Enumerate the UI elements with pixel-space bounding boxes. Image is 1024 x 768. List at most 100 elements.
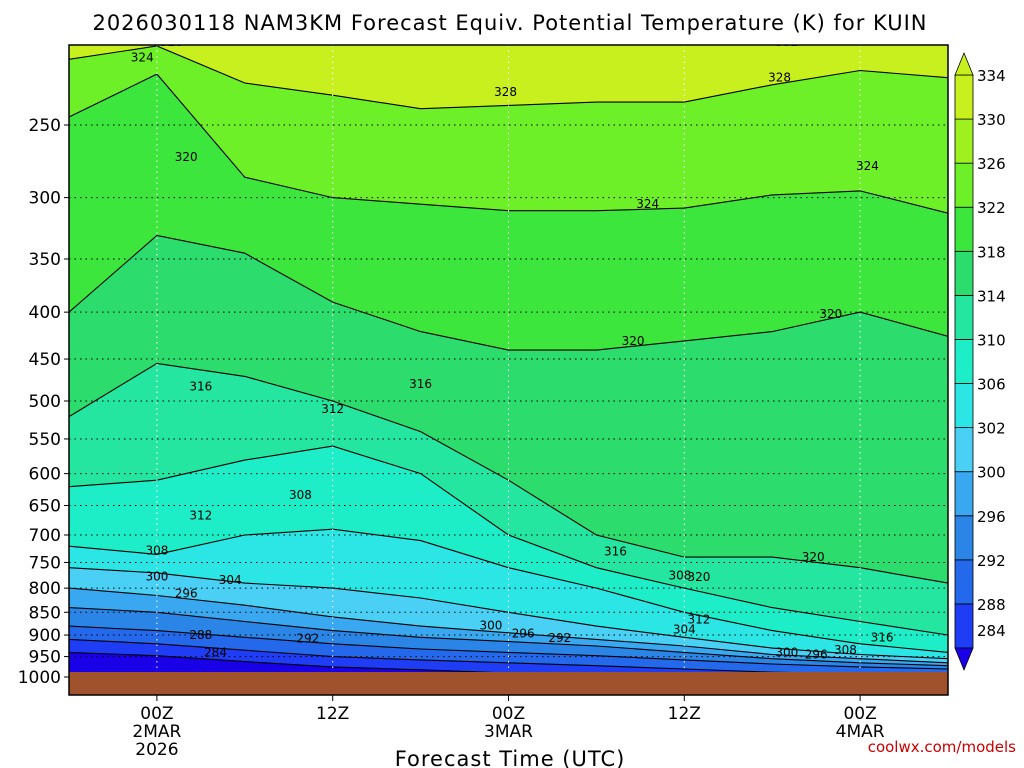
colorbar-label: 284	[977, 622, 1006, 640]
y-tick-label: 800	[29, 579, 61, 599]
colorbar-box	[954, 383, 974, 429]
colorbar-box	[954, 427, 974, 473]
contour-label: 312	[687, 612, 710, 626]
y-tick-label: 600	[29, 465, 61, 485]
x-tick-date: 3MAR	[484, 722, 533, 742]
contour-label: 332	[775, 35, 798, 49]
contour-label: 324	[856, 159, 879, 173]
y-tick-label: 550	[29, 430, 61, 450]
y-tick-label: 250	[29, 116, 61, 136]
y-tick-label: 700	[29, 526, 61, 546]
contour-label: 304	[673, 622, 696, 636]
colorbar-box	[954, 118, 974, 164]
y-tick-label: 650	[29, 496, 61, 516]
contour-label: 288	[189, 628, 212, 642]
contour-label: 296	[175, 587, 198, 601]
y-tick-label: 300	[29, 189, 61, 209]
x-tick-label: 00Z	[843, 704, 876, 724]
contour-label: 304	[219, 573, 242, 587]
contour-label: 300	[479, 619, 502, 633]
colorbar-box	[954, 339, 974, 384]
contour-label: 312	[321, 402, 344, 416]
x-tick-label: 12Z	[316, 704, 349, 724]
contour-line-292	[69, 625, 948, 670]
y-tick-label: 900	[29, 626, 61, 646]
y-tick-label: 950	[29, 648, 61, 668]
y-tick-label: 450	[29, 350, 61, 370]
y-tick-label: 500	[29, 392, 61, 412]
colorbar-label: 322	[977, 199, 1006, 217]
contour-label: 316	[871, 630, 894, 644]
contour-label: 296	[512, 627, 535, 641]
contour-label: 284	[204, 645, 227, 659]
contour-label: 320	[622, 334, 645, 348]
terrain-band	[69, 672, 948, 695]
contour-label: 320	[175, 150, 198, 164]
colorbar-box	[954, 515, 974, 561]
y-axis: 250 300 350 400 450 500 550 600 650 700 750 800 850 9…	[18, 116, 69, 688]
contour-label: 296	[805, 647, 828, 661]
colorbar-label: 296	[977, 508, 1006, 526]
credit-text: coolwx.com/models	[868, 738, 1016, 756]
contour-label: 292	[548, 631, 571, 645]
y-tick-label: 400	[29, 303, 61, 323]
contour-label: 308	[668, 569, 691, 583]
contour-line-320	[69, 234, 948, 351]
colorbar-label: 306	[977, 376, 1006, 394]
contour-label: 320	[802, 550, 825, 564]
contour-label: 324	[131, 50, 154, 64]
x-tick-date: 4MAR	[836, 722, 885, 742]
y-tick-label: 750	[29, 553, 61, 573]
x-tick-year: 2026	[135, 740, 178, 760]
chart-title: 2026030118 NAM3KM Forecast Equiv. Potent…	[92, 11, 927, 35]
colorbar-label: 302	[977, 420, 1006, 438]
colorbar-label: 334	[977, 67, 1006, 85]
colorbar-label: 310	[977, 331, 1006, 349]
y-tick-label: 1000	[18, 668, 61, 688]
colorbar-label: 288	[977, 596, 1006, 614]
y-tick-label: 350	[29, 250, 61, 270]
contour-label: 292	[296, 632, 319, 646]
grid-layer	[69, 45, 948, 695]
colorbar: 284 288 292 296 300 302 306 310 314 318 322 326 330 3…	[954, 51, 1006, 672]
colorbar-box	[954, 162, 974, 208]
colorbar-box	[954, 206, 974, 252]
colorbar-box	[954, 250, 974, 296]
colorbar-label: 292	[977, 552, 1006, 570]
contour-label: 312	[189, 509, 212, 523]
contour-label: 324	[636, 197, 659, 211]
colorbar-box	[954, 294, 974, 340]
x-tick-label: 12Z	[668, 704, 701, 724]
colorbar-box	[954, 559, 974, 605]
contour-line-300	[69, 587, 948, 664]
x-tick-label: 00Z	[140, 704, 173, 724]
colorbar-label: 330	[977, 111, 1006, 129]
colorbar-bottom-arrow	[954, 647, 974, 672]
contour-label: 328	[494, 85, 517, 99]
contour-label: 308	[834, 643, 857, 657]
contour-label: 316	[189, 379, 212, 393]
colorbar-top-arrow	[954, 51, 974, 76]
colorbar-box	[954, 471, 974, 517]
x-tick-date: 2MAR	[132, 722, 181, 742]
x-tick-label: 00Z	[492, 704, 525, 724]
colorbar-label: 300	[977, 464, 1006, 482]
colorbar-label: 318	[977, 243, 1006, 261]
contour-label: 320	[687, 570, 710, 584]
colorbar-label: 314	[977, 287, 1006, 305]
contour-label: 308	[145, 544, 168, 558]
contour-label: 308	[289, 488, 312, 502]
contour-label: 300	[775, 645, 798, 659]
colorbar-box	[954, 603, 974, 649]
x-axis-label: Forecast Time (UTC)	[395, 747, 626, 768]
contour-label: 328	[160, 35, 183, 49]
contour-label: 316	[604, 545, 627, 559]
contour-line-296	[69, 607, 948, 667]
contour-label: 328	[768, 71, 791, 85]
contour-label: 320	[819, 307, 842, 321]
colorbar-box	[954, 74, 974, 120]
